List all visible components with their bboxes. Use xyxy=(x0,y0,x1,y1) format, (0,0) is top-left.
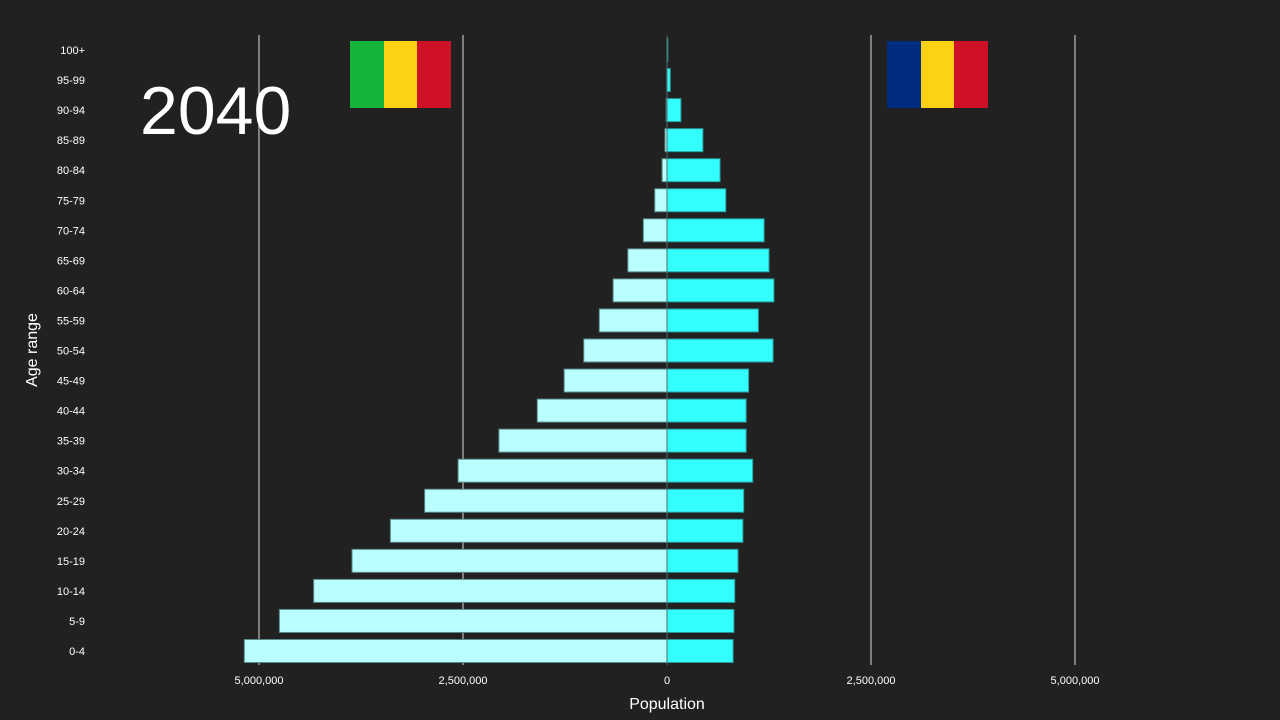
bar-left-55-59 xyxy=(598,308,668,333)
bar-left-80-84 xyxy=(661,158,668,183)
bar-right-25-29 xyxy=(666,488,745,513)
flag-stripe xyxy=(920,41,955,108)
y-tick-label: 20-24 xyxy=(57,526,85,538)
x-tick-label: 5,000,000 xyxy=(1051,675,1100,687)
bar-right-50-54 xyxy=(666,338,774,363)
bar-right-45-49 xyxy=(666,368,750,393)
y-tick-label: 45-49 xyxy=(57,376,85,388)
bar-right-10-14 xyxy=(666,578,736,603)
y-tick-label: 95-99 xyxy=(57,75,85,87)
bar-left-25-29 xyxy=(424,488,668,513)
bar-left-45-49 xyxy=(563,368,668,393)
y-tick-label: 65-69 xyxy=(57,255,85,267)
bar-left-20-24 xyxy=(389,518,668,543)
x-tick-label: 2,500,000 xyxy=(847,675,896,687)
y-tick-label: 90-94 xyxy=(57,105,85,117)
bar-left-50-54 xyxy=(583,338,668,363)
flag-stripe xyxy=(954,41,989,108)
bar-right-70-74 xyxy=(666,218,765,243)
flag-stripe xyxy=(350,41,384,108)
flag-stripe xyxy=(887,41,921,108)
x-tick-label: 5,000,000 xyxy=(235,675,284,687)
y-tick-label: 55-59 xyxy=(57,315,85,327)
y-tick-label: 15-19 xyxy=(57,556,85,568)
bar-right-85-89 xyxy=(666,128,704,153)
y-tick-label: 80-84 xyxy=(57,165,85,177)
y-tick-label: 75-79 xyxy=(57,195,85,207)
bar-left-10-14 xyxy=(313,578,668,603)
x-tick-label: 2,500,000 xyxy=(439,675,488,687)
bar-right-90-94 xyxy=(666,98,682,123)
bar-left-40-44 xyxy=(536,398,668,423)
y-tick-label: 10-14 xyxy=(57,586,85,598)
bar-left-65-69 xyxy=(627,248,668,273)
y-tick-label: 50-54 xyxy=(57,346,85,358)
bar-right-60-64 xyxy=(666,278,775,303)
year-label: 2040 xyxy=(140,73,292,149)
bar-left-5-9 xyxy=(278,608,668,633)
y-tick-label: 40-44 xyxy=(57,406,85,418)
bar-right-55-59 xyxy=(666,308,759,333)
romania-flag xyxy=(887,41,989,108)
bar-right-35-39 xyxy=(666,428,747,453)
x-tick-label: 0 xyxy=(664,675,670,687)
bar-right-20-24 xyxy=(666,518,744,543)
bar-right-30-34 xyxy=(666,458,754,483)
bar-left-60-64 xyxy=(612,278,668,303)
y-tick-label: 0-4 xyxy=(69,646,85,658)
flag-stripe xyxy=(417,41,452,108)
y-tick-label: 85-89 xyxy=(57,135,85,147)
y-tick-label: 70-74 xyxy=(57,225,85,237)
bar-right-5-9 xyxy=(666,608,735,633)
bar-left-0-4 xyxy=(243,639,668,663)
y-tick-label: 60-64 xyxy=(57,285,85,297)
bar-left-35-39 xyxy=(498,428,668,453)
bar-left-15-19 xyxy=(351,548,668,573)
y-axis-title: Age range xyxy=(24,313,41,387)
bar-left-75-79 xyxy=(654,188,668,213)
x-axis-title: Population xyxy=(629,696,705,713)
y-tick-label: 35-39 xyxy=(57,436,85,448)
bar-right-65-69 xyxy=(666,248,770,273)
flag-stripe xyxy=(383,41,418,108)
bar-left-70-74 xyxy=(642,218,668,243)
bar-left-30-34 xyxy=(457,458,668,483)
y-tick-label: 100+ xyxy=(60,45,85,57)
bar-right-0-4 xyxy=(666,639,734,663)
y-tick-label: 5-9 xyxy=(69,616,85,628)
mali-flag xyxy=(350,41,452,108)
y-tick-label: 30-34 xyxy=(57,466,85,478)
y-tick-label: 25-29 xyxy=(57,496,85,508)
bar-right-15-19 xyxy=(666,548,739,573)
bar-right-75-79 xyxy=(666,188,727,213)
bar-right-40-44 xyxy=(666,398,747,423)
bar-right-80-84 xyxy=(666,158,721,183)
